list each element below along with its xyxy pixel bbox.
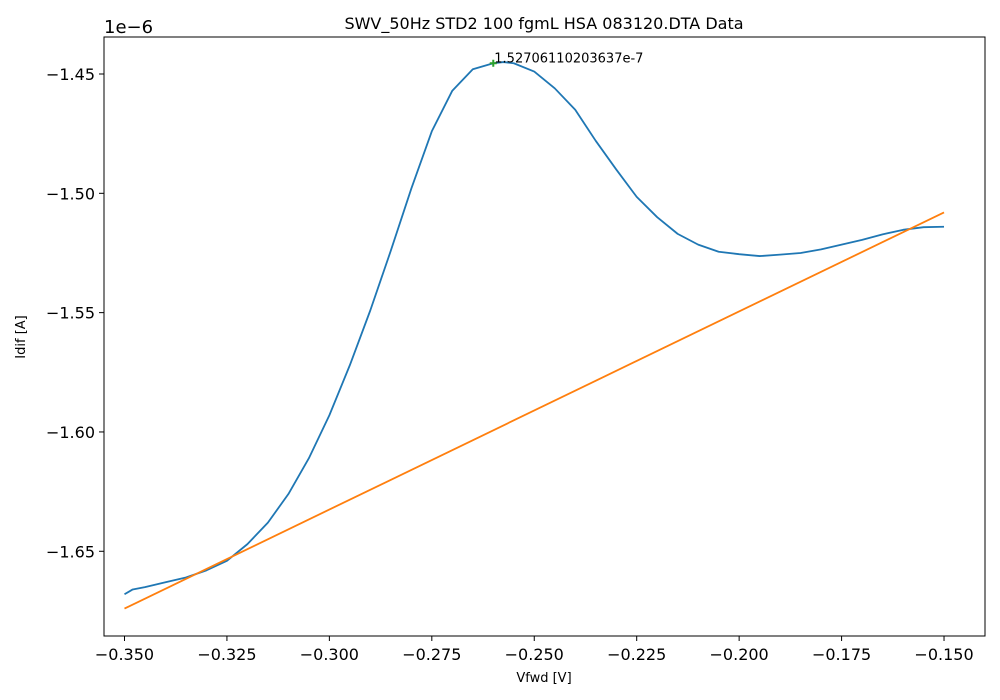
y-tick-label: −1.45 <box>46 65 95 84</box>
x-tick-label: −0.250 <box>505 645 564 664</box>
x-tick-label: −0.350 <box>95 645 154 664</box>
x-tick-label: −0.150 <box>914 645 973 664</box>
series-line-1 <box>124 61 945 596</box>
y-tick-label: −1.55 <box>46 304 95 323</box>
y-tick-label: −1.50 <box>46 184 95 203</box>
x-tick-label: −0.225 <box>607 645 666 664</box>
y-axis: −1.65 −1.60 −1.55 −1.50 −1.45 <box>46 65 104 561</box>
chart-title: SWV_50Hz STD2 100 fgmL HSA 083120.DTA Da… <box>344 14 743 34</box>
plot-area <box>124 59 945 610</box>
series-line-2 <box>124 211 945 610</box>
x-tick-label: −0.175 <box>812 645 871 664</box>
x-axis: −0.350 −0.325 −0.300 −0.275 −0.250 −0.225 −0.2… <box>95 636 974 664</box>
y-tick-label: −1.65 <box>46 542 95 561</box>
x-axis-label: Vfwd [V] <box>516 671 571 686</box>
peak-marker <box>489 59 497 67</box>
x-tick-label: −0.200 <box>710 645 769 664</box>
x-tick-label: −0.275 <box>402 645 461 664</box>
axes-frame <box>103 36 986 637</box>
y-tick-label: −1.60 <box>46 423 95 442</box>
x-tick-label: −0.325 <box>197 645 256 664</box>
peak-annotation: 1.52706110203637e-7 <box>494 51 643 66</box>
y-axis-label: Idif [A] <box>14 315 29 358</box>
x-tick-label: −0.300 <box>300 645 359 664</box>
y-offset-text: 1e−6 <box>104 17 153 38</box>
